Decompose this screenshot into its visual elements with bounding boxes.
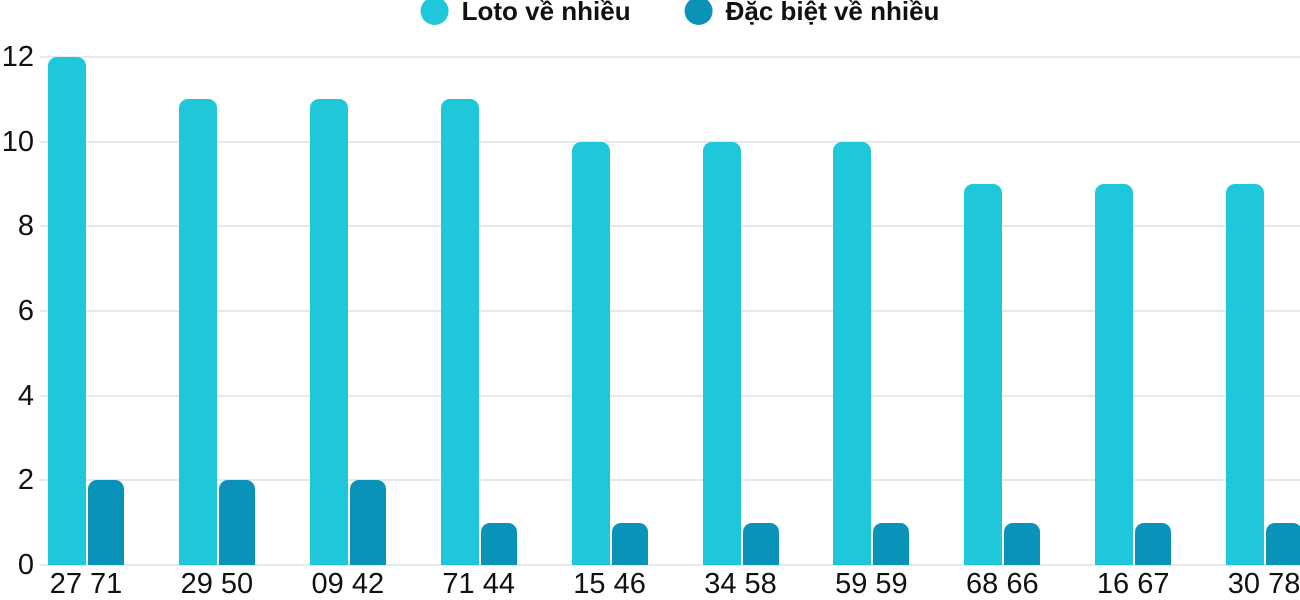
bar-đặc-biệt-về-nhiều-59-59 [873, 522, 910, 565]
y-tick-label: 0 [17, 549, 34, 581]
bar-loto-về-nhiều-16-67 [1095, 184, 1134, 565]
gridline-y-2 [40, 479, 1300, 482]
bar-đặc-biệt-về-nhiều-29-50 [218, 480, 255, 565]
bar-loto-về-nhiều-68-66 [964, 184, 1003, 565]
gridline-y-12 [40, 56, 1300, 58]
bar-loto-về-nhiều-34-58 [702, 141, 741, 565]
x-tick-label: 30 78 [1227, 568, 1300, 600]
bar-đặc-biệt-về-nhiều-15-46 [611, 522, 648, 565]
bar-đặc-biệt-về-nhiều-71-44 [480, 522, 517, 565]
y-tick-label: 12 [1, 41, 34, 73]
x-tick-label: 16 67 [1096, 568, 1170, 600]
x-tick-label: 68 66 [966, 568, 1039, 600]
bar-loto-về-nhiều-71-44 [440, 99, 479, 565]
bar-đặc-biệt-về-nhiều-34-58 [742, 522, 779, 565]
bar-loto-về-nhiều-30-78 [1226, 184, 1265, 565]
legend-label-loto: Loto về nhiều [461, 0, 631, 26]
x-tick-label: 29 50 [180, 568, 254, 600]
legend-item-loto[interactable]: Loto về nhiều [420, 0, 631, 27]
legend-dot-dacbiet-icon [684, 0, 713, 25]
bar-loto-về-nhiều-29-50 [178, 99, 217, 565]
bar-loto-về-nhiều-09-42 [309, 99, 348, 565]
legend-item-dacbiet[interactable]: Đặc biệt về nhiều [684, 0, 940, 27]
x-tick-label: 15 46 [573, 568, 646, 600]
gridline-y-10 [40, 140, 1300, 143]
x-tick-label: 59 59 [835, 568, 908, 600]
x-tick-label: 71 44 [442, 568, 515, 600]
x-tick-label: 34 58 [704, 568, 777, 600]
y-tick-label: 8 [17, 210, 34, 243]
bar-đặc-biệt-về-nhiều-27-71 [88, 480, 124, 565]
bar-đặc-biệt-về-nhiều-16-67 [1135, 522, 1172, 565]
x-tick-label: 09 42 [311, 568, 385, 600]
bar-loto-về-nhiều-27-71 [48, 57, 86, 565]
gridline-y-8 [40, 225, 1300, 228]
gridline-y-6 [40, 310, 1300, 312]
bar-loto-về-nhiều-15-46 [571, 141, 610, 565]
y-tick-label: 2 [17, 464, 34, 497]
y-tick-label: 6 [17, 295, 34, 327]
gridline-y-0 [40, 564, 1300, 566]
y-tick-label: 10 [1, 125, 34, 158]
chart-legend: Loto về nhiều Đặc biệt về nhiều [420, 0, 940, 27]
bar-đặc-biệt-về-nhiều-09-42 [349, 480, 386, 565]
bar-đặc-biệt-về-nhiều-68-66 [1004, 522, 1041, 565]
bar-đặc-biệt-về-nhiều-30-78 [1266, 522, 1300, 565]
gridline-y-4 [40, 394, 1300, 397]
x-tick-label: 27 71 [49, 568, 123, 600]
bar-loto-về-nhiều-59-59 [833, 141, 872, 565]
legend-dot-loto-icon [420, 0, 449, 25]
legend-label-dacbiet: Đặc biệt về nhiều [725, 0, 940, 26]
y-tick-label: 4 [17, 379, 34, 412]
